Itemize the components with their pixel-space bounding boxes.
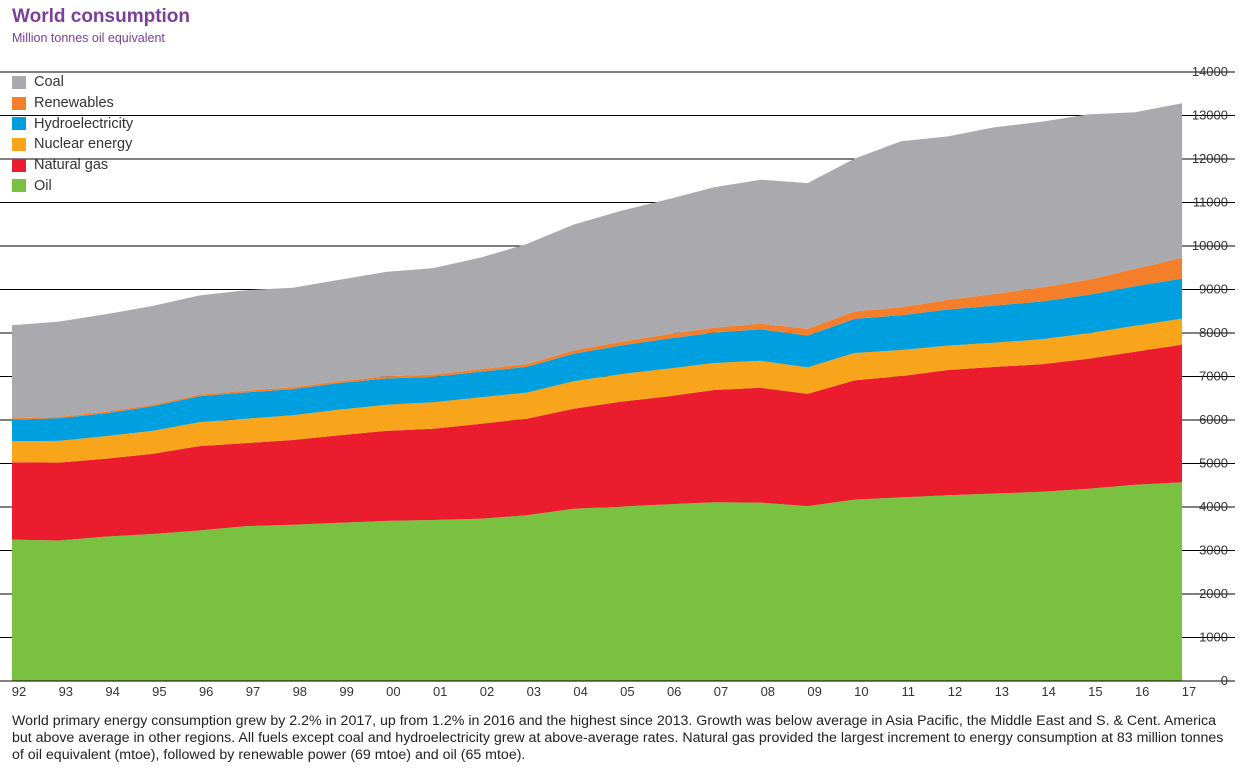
x-tick-label: 14: [1041, 684, 1055, 699]
x-tick-label: 92: [12, 684, 26, 699]
y-tick-label: 9000: [1199, 282, 1228, 297]
y-tick-label: 14000: [1192, 64, 1228, 79]
y-tick-label: 13000: [1192, 108, 1228, 123]
area-natural-gas: [12, 344, 1182, 541]
x-tick-label: 94: [105, 684, 119, 699]
legend-label-oil: Oil: [34, 177, 52, 194]
chart-title: World consumption: [12, 6, 191, 27]
x-tick-label: 06: [667, 684, 681, 699]
legend-swatch-renewables: [12, 96, 26, 110]
y-tick-label: 4000: [1199, 499, 1228, 514]
x-tick-label: 11: [901, 684, 915, 699]
y-tick-label: 2000: [1199, 586, 1228, 601]
y-tick-label: 10000: [1192, 238, 1228, 253]
y-tick-label: 0: [1221, 673, 1228, 688]
chart-legend: Coal Renewables Hydroelectricity Nuclear…: [12, 72, 133, 196]
x-tick-label: 10: [854, 684, 868, 699]
x-tick-label: 09: [807, 684, 821, 699]
area-oil: [12, 482, 1182, 681]
x-tick-label: 02: [480, 684, 494, 699]
x-tick-label: 97: [246, 684, 260, 699]
area-nuclear-energy: [12, 318, 1182, 463]
x-tick-label: 03: [527, 684, 541, 699]
x-tick-label: 99: [339, 684, 353, 699]
x-tick-label: 04: [573, 684, 587, 699]
y-tick-label: 11000: [1193, 195, 1228, 210]
legend-item-natural-gas: Natural gas: [12, 155, 133, 176]
legend-item-coal: Coal: [12, 72, 133, 93]
legend-label-coal: Coal: [34, 74, 64, 91]
y-tick-label: 7000: [1199, 369, 1228, 384]
stacked-area-chart: 0100020003000400050006000700080009000100…: [0, 64, 1235, 699]
x-tick-label: 01: [433, 684, 447, 699]
x-tick-label: 08: [761, 684, 775, 699]
area-coal: [12, 103, 1182, 419]
x-tick-label: 13: [995, 684, 1009, 699]
y-tick-label: 3000: [1199, 543, 1228, 558]
x-tick-label: 93: [59, 684, 73, 699]
legend-swatch-nuclear: [12, 137, 26, 151]
x-tick-label: 00: [386, 684, 400, 699]
chart-caption: World primary energy consumption grew by…: [12, 713, 1224, 763]
legend-label-hydroelectricity: Hydroelectricity: [34, 115, 134, 132]
legend-item-hydroelectricity: Hydroelectricity: [12, 113, 133, 134]
x-tick-label: 12: [948, 684, 962, 699]
y-tick-label: 6000: [1199, 412, 1228, 427]
x-tick-label: 17: [1182, 684, 1196, 699]
x-tick-label: 07: [714, 684, 728, 699]
y-tick-label: 8000: [1199, 325, 1228, 340]
legend-swatch-oil: [12, 179, 26, 193]
x-tick-label: 05: [620, 684, 634, 699]
legend-swatch-hydroelectricity: [12, 117, 26, 131]
area-hydroelectricity: [12, 278, 1182, 442]
x-tick-label: 15: [1088, 684, 1102, 699]
legend-item-nuclear: Nuclear energy: [12, 134, 133, 155]
y-tick-label: 5000: [1199, 456, 1228, 471]
legend-label-natural-gas: Natural gas: [34, 157, 109, 174]
x-tick-label: 95: [152, 684, 166, 699]
x-tick-label: 96: [199, 684, 213, 699]
legend-item-oil: Oil: [12, 175, 133, 196]
legend-label-renewables: Renewables: [34, 95, 114, 112]
y-tick-label: 12000: [1192, 151, 1228, 166]
legend-label-nuclear: Nuclear energy: [34, 136, 133, 153]
legend-swatch-coal: [12, 75, 26, 89]
chart-subtitle: Million tonnes oil equivalent: [12, 31, 165, 45]
x-tick-label: 16: [1135, 684, 1149, 699]
legend-swatch-natural-gas: [12, 158, 26, 172]
legend-item-renewables: Renewables: [12, 93, 133, 114]
y-tick-label: 1000: [1199, 630, 1228, 645]
x-tick-label: 98: [293, 684, 307, 699]
